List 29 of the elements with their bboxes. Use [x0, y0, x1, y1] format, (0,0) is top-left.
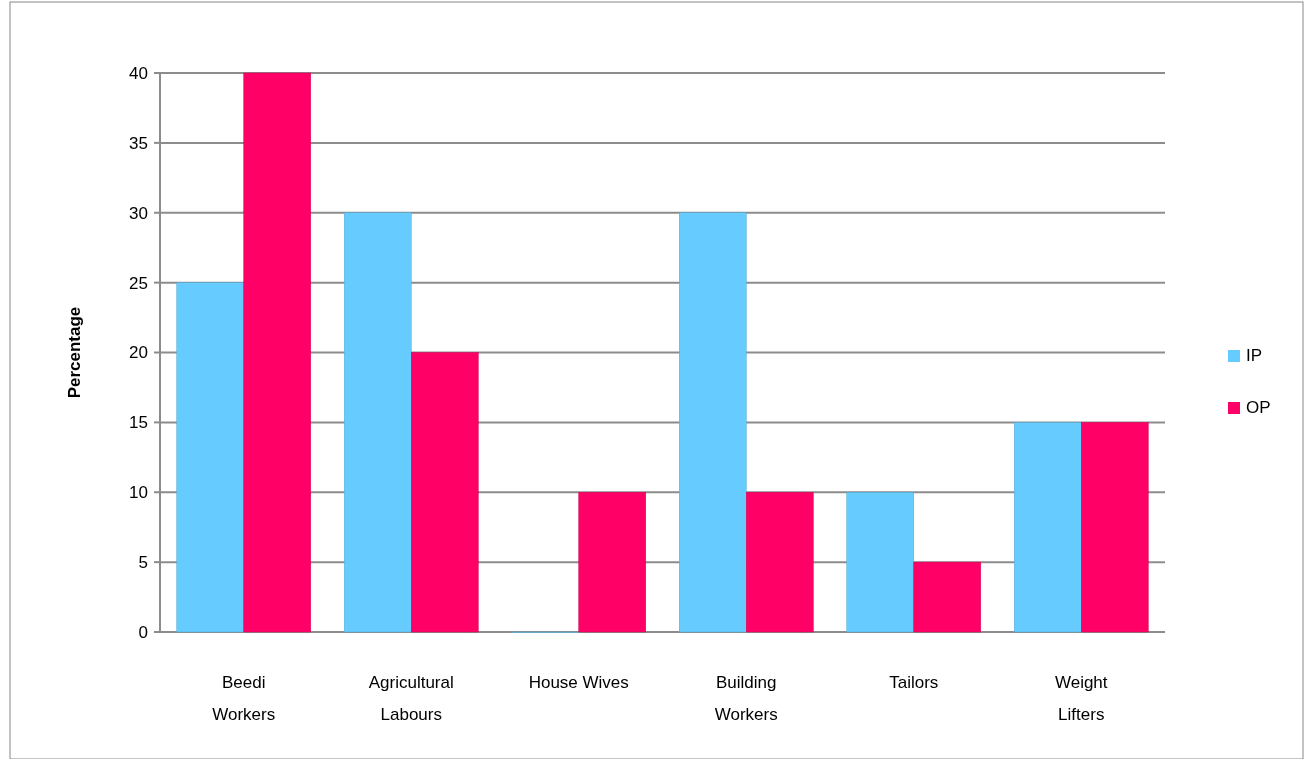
legend-label: IP [1246, 346, 1263, 365]
y-tick-label: 25 [129, 273, 148, 293]
x-tick-label: Building Workers [714, 673, 778, 724]
legend-label: OP [1246, 398, 1271, 417]
y-tick-label: 5 [138, 553, 148, 573]
x-tick-label: House Wives [528, 673, 629, 692]
y-tick-label: 40 [129, 63, 148, 83]
bar [1014, 422, 1082, 633]
y-tick-label: 10 [129, 483, 148, 503]
x-tick-label: Weight Lifters [1054, 673, 1108, 724]
y-tick-label: 35 [129, 133, 148, 153]
y-axis-title: Percentage [65, 306, 84, 399]
bar [846, 492, 914, 633]
bar [243, 72, 311, 633]
bar [913, 561, 981, 633]
bar [344, 212, 412, 633]
x-tick-label: Tailors [889, 673, 939, 692]
y-tick-label: 0 [138, 622, 148, 642]
y-tick-label: 30 [129, 203, 148, 223]
x-tick-label: Agricultural Labours [368, 673, 454, 724]
bar [746, 492, 814, 633]
bar [411, 352, 479, 633]
x-tick-label: Beedi Workers [212, 673, 276, 724]
bar [1081, 422, 1149, 633]
y-tick-label: 20 [129, 343, 148, 363]
bar [176, 282, 244, 633]
bar [679, 212, 747, 633]
bar [578, 492, 646, 633]
y-tick-label: 15 [129, 413, 148, 433]
